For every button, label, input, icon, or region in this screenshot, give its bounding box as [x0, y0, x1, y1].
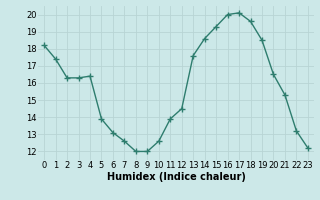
- X-axis label: Humidex (Indice chaleur): Humidex (Indice chaleur): [107, 172, 245, 182]
